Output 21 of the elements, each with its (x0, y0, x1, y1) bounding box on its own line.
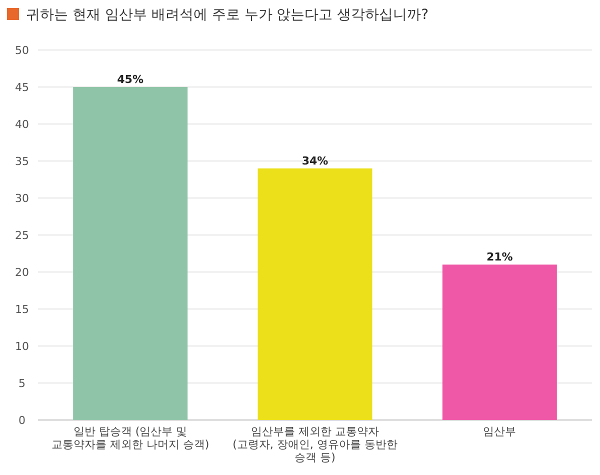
bar (73, 87, 188, 420)
y-tick-label: 45 (15, 81, 29, 94)
y-tick-label: 35 (15, 155, 29, 168)
chart-title: 귀하는 현재 임산부 배려석에 주로 누가 앉는다고 생각하십니까? (26, 7, 429, 23)
bar (442, 264, 557, 420)
y-tick-label: 5 (18, 377, 26, 390)
x-tick-label: 임산부를 제외한 교통약자 (고령자, 장애인, 영유아를 동반한 승객 등) (232, 425, 398, 464)
x-tick-label: 임산부 (483, 425, 516, 438)
data-label: 45% (117, 73, 144, 86)
x-tick-label: 일반 탑승객 (임산부 및 교통약자를 제외한 나머지 승객) (51, 425, 210, 451)
y-tick-label: 15 (15, 303, 29, 316)
y-tick-label: 30 (15, 192, 29, 205)
y-tick-label: 25 (15, 229, 29, 242)
y-tick-label: 0 (18, 414, 26, 427)
y-tick-label: 40 (15, 118, 29, 131)
data-label: 34% (302, 154, 328, 168)
y-tick-label: 10 (15, 340, 29, 353)
bar (258, 168, 372, 420)
y-tick-label: 50 (15, 44, 29, 57)
y-tick-label: 20 (15, 266, 29, 279)
data-label: 21% (486, 250, 513, 264)
